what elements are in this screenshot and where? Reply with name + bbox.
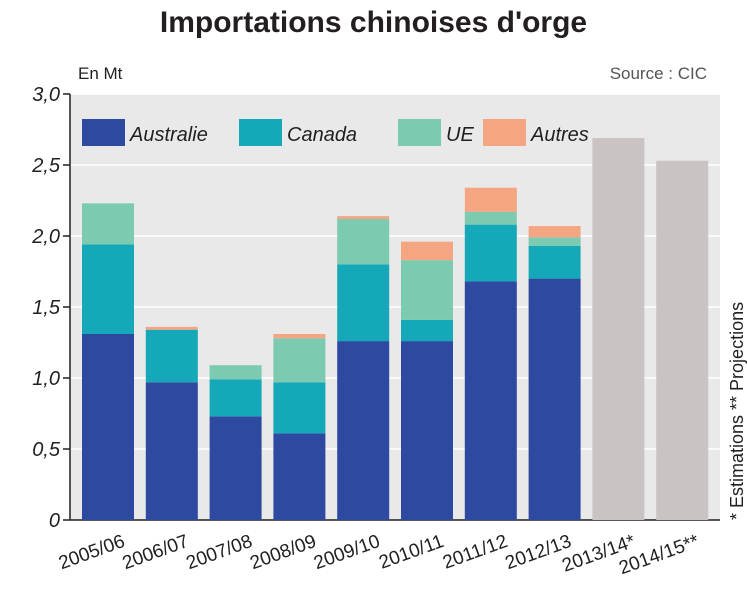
legend-label-australie: Australie <box>129 124 208 146</box>
x-tick-label: 2010/11 <box>376 531 446 574</box>
bar-autres-201112 <box>464 187 517 212</box>
x-tick-label: 2005/06 <box>56 531 128 574</box>
bar-autres-200607 <box>145 326 198 330</box>
x-tick-label: 2008/09 <box>247 531 319 574</box>
chart-title: Importations chinoises d'orge <box>159 6 588 39</box>
bar-australie-200506 <box>82 333 134 520</box>
legend-label-canada: Canada <box>287 124 357 146</box>
bar-total-201415 <box>656 160 709 521</box>
x-tick-label: 2006/07 <box>120 531 192 574</box>
bar-australie-201213 <box>528 278 581 520</box>
legend-swatch-australie <box>82 119 125 146</box>
bar-canada-201011 <box>401 319 453 342</box>
unit-label: En Mt <box>78 64 123 83</box>
legend-label-ue: UE <box>446 124 474 146</box>
bar-ue-200506 <box>82 203 134 245</box>
y-tick-label: 0,5 <box>32 439 61 461</box>
y-tick-label: 1,0 <box>32 368 60 390</box>
y-tick-label: 2,5 <box>31 155 61 177</box>
bar-australie-200708 <box>209 416 262 520</box>
bar-ue-200809 <box>273 338 326 383</box>
legend-swatch-ue <box>398 119 441 146</box>
bar-canada-200607 <box>145 329 198 383</box>
source-label: Source : CIC <box>609 64 707 83</box>
y-tick-label: 1,5 <box>32 297 61 319</box>
bar-ue-201112 <box>464 211 517 225</box>
bar-ue-201011 <box>401 260 453 320</box>
bar-total-201314 <box>592 138 645 520</box>
y-tick-label: 0 <box>49 510 60 532</box>
bar-ue-201213 <box>528 237 581 246</box>
bar-canada-200910 <box>337 264 390 342</box>
bar-canada-200708 <box>209 379 262 417</box>
bar-canada-201213 <box>528 245 581 279</box>
y-tick-label: 2,0 <box>31 226 60 248</box>
x-tick-label: 2011/12 <box>440 531 510 574</box>
x-tick-label: 2007/08 <box>184 531 256 574</box>
bar-autres-201011 <box>401 241 453 261</box>
bar-canada-201112 <box>464 224 517 282</box>
bar-australie-200910 <box>337 341 390 520</box>
y-tick-label: 3,0 <box>32 84 60 106</box>
bar-ue-200708 <box>209 365 262 380</box>
bar-autres-200809 <box>273 333 326 339</box>
bar-australie-200809 <box>273 433 326 520</box>
bar-canada-200506 <box>82 244 134 334</box>
legend-swatch-canada <box>239 119 282 146</box>
bar-autres-201213 <box>528 226 581 238</box>
bar-australie-201112 <box>464 281 517 520</box>
bar-ue-200910 <box>337 218 390 265</box>
bar-autres-200910 <box>337 216 390 219</box>
bar-australie-200607 <box>145 382 198 520</box>
bar-australie-201011 <box>401 341 453 520</box>
legend-swatch-autres <box>483 119 526 146</box>
bar-canada-200809 <box>273 382 326 434</box>
x-tick-label: 2009/10 <box>311 531 383 574</box>
footnote: * Estimations ** Projections <box>727 301 747 520</box>
legend-label-autres: Autres <box>530 124 589 146</box>
